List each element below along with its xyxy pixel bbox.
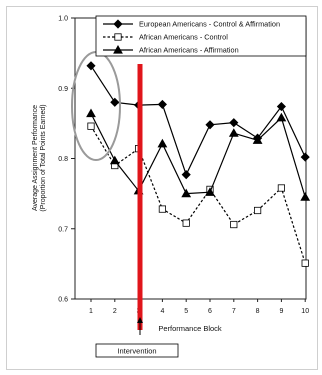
intervention-bar [137, 64, 143, 330]
series-3-line [90, 113, 306, 198]
axes: 0.60.70.80.91.012345678910 [58, 16, 309, 316]
series-1-point [110, 97, 120, 107]
legend-box [95, 15, 307, 57]
x-tick-label: 4 [160, 308, 164, 315]
x-tick-label: 1 [89, 308, 93, 315]
x-tick-label: 10 [301, 308, 309, 315]
x-tick-label: 8 [256, 308, 260, 315]
x-tick-label: 7 [232, 308, 236, 315]
x-tick-label: 2 [113, 308, 117, 315]
series-1-point [276, 101, 286, 112]
y-axis-label-line1: Average Assignment Performance [32, 105, 39, 211]
chart-frame [6, 6, 318, 370]
legend-entry-1: European Americans - Control & Affirmati… [139, 20, 280, 29]
series-3-point [86, 108, 96, 118]
series-3-point [252, 135, 263, 144]
legend-entry-3: African Americans - Affirmation [139, 46, 239, 55]
series-1-point [205, 120, 215, 130]
series-1-point [157, 99, 167, 109]
series-2-point [253, 206, 262, 215]
series-2 [87, 122, 309, 267]
series-3-point [157, 138, 168, 148]
series-1-point [86, 61, 96, 71]
series-2-point [182, 219, 190, 227]
x-tick-label: 6 [208, 308, 212, 315]
series-3-point [109, 155, 120, 165]
y-tick-label: 0.7 [58, 226, 68, 233]
y-tick-label: 1.0 [58, 16, 68, 23]
annotation-layer: Intervention [71, 51, 179, 358]
series-3-point [205, 187, 215, 196]
x-axis-label: Performance Block [158, 324, 222, 333]
series-3-point [181, 188, 192, 198]
series-1-line [90, 65, 306, 177]
series-3-point [228, 128, 239, 137]
series-1-point [181, 170, 191, 180]
series-1-point [300, 152, 310, 162]
y-tick-label: 0.8 [58, 156, 68, 163]
series-3-point [276, 112, 287, 122]
y-tick-label: 0.6 [58, 297, 68, 304]
y-axis-label-line2: (Proportion of Total Points Earned) [40, 104, 47, 211]
legend-marker-2 [114, 33, 122, 41]
y-tick-label: 0.9 [58, 86, 68, 93]
intervention-arrow-head [137, 317, 143, 323]
intervention-label: Intervention [117, 347, 156, 356]
x-tick-label: 9 [279, 308, 283, 315]
series-2-point [87, 122, 95, 130]
legend-marker-3 [113, 44, 123, 54]
legend-marker-1 [113, 19, 123, 29]
legend-entry-2: African Americans - Control [139, 33, 228, 42]
series-3-point [300, 192, 311, 201]
series-2-point [301, 259, 309, 267]
series-2-line [90, 125, 306, 264]
series-3 [86, 108, 311, 201]
intervention-label-box [95, 343, 179, 358]
series-layer [86, 61, 311, 267]
series-1-point [229, 118, 239, 128]
legend: European Americans - Control & Affirmati… [95, 15, 307, 57]
series-1 [86, 61, 310, 180]
series-2-point [230, 220, 238, 229]
series-2-point [277, 184, 286, 192]
x-tick-label: 5 [184, 308, 188, 315]
highlight-ellipse [71, 51, 121, 161]
series-2-point [158, 205, 166, 213]
